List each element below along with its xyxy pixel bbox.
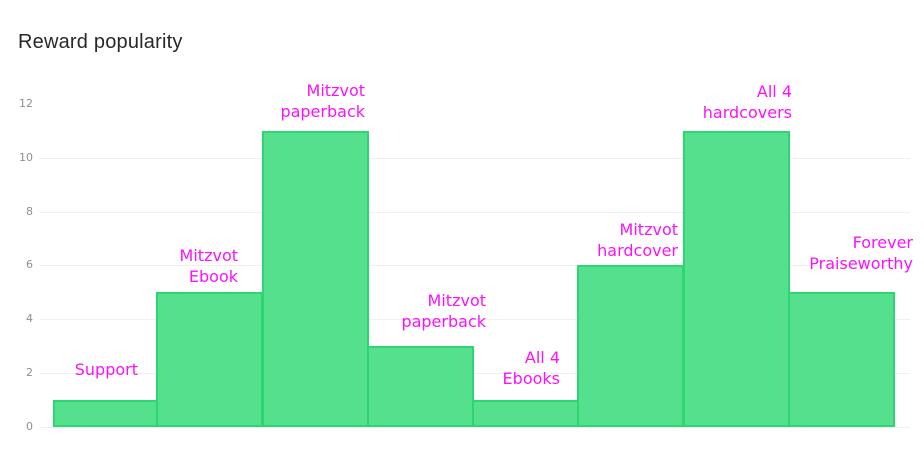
bar-label-line: Forever xyxy=(852,233,913,252)
bar-label-line: All 4 xyxy=(524,348,560,367)
bar-label-line: Mitzvot xyxy=(427,291,486,310)
bar-label-mitzvot-hardcover: Mitzvot hardcover xyxy=(597,219,678,261)
y-axis-tick-12: 12 xyxy=(19,97,33,110)
gridline-y-0 xyxy=(40,427,910,428)
bar-support[interactable] xyxy=(53,400,158,427)
y-axis-tick-0: 0 xyxy=(26,420,33,433)
bar-label-line: Praiseworthy xyxy=(809,254,913,273)
bar-label-line: Support xyxy=(74,360,138,379)
bar-mitzvot-ebook[interactable] xyxy=(156,292,263,427)
bar-label-line: Ebooks xyxy=(502,369,560,388)
y-axis-tick-8: 8 xyxy=(26,205,33,218)
bar-label-line: paperback xyxy=(280,102,365,121)
bar-label-all-4-ebooks: All 4 Ebooks xyxy=(503,347,560,389)
bar-label-mitzvot-ebook: Mitzvot Ebook xyxy=(180,245,238,287)
y-axis-tick-2: 2 xyxy=(26,366,33,379)
chart-title: Reward popularity xyxy=(18,31,183,53)
bar-label-line: Mitzvot xyxy=(179,246,238,265)
bar-all-4-hardcovers[interactable] xyxy=(683,131,790,427)
y-axis-tick-6: 6 xyxy=(26,258,33,271)
bar-mitzvot-paperback[interactable] xyxy=(262,131,369,427)
bar-label-line: Mitzvot xyxy=(619,220,678,239)
bar-label-line: Ebook xyxy=(188,267,238,286)
gridline-y-2 xyxy=(40,373,910,374)
bar-label-line: hardcovers xyxy=(702,103,792,122)
bar-label-line: hardcover xyxy=(597,241,678,260)
bar-label-mitzvot-paperback: Mitzvot paperback xyxy=(280,80,365,122)
gridline-y-4 xyxy=(40,319,910,320)
gridline-y-6 xyxy=(40,265,910,266)
bar-label-all-4-hardcovers: All 4 hardcovers xyxy=(703,81,792,123)
bar-label-mitzvot-paperback: Mitzvot paperback xyxy=(401,290,486,332)
y-axis-tick-4: 4 xyxy=(26,312,33,325)
bar-label-line: paperback xyxy=(401,312,486,331)
y-axis-tick-10: 10 xyxy=(19,151,33,164)
bar-label-line: All 4 xyxy=(756,82,792,101)
gridline-y-10 xyxy=(40,158,910,159)
bar-all-4-ebooks[interactable] xyxy=(472,400,579,427)
bar-mitzvot-paperback[interactable] xyxy=(367,346,474,427)
gridline-y-8 xyxy=(40,212,910,213)
bar-label-support: Support xyxy=(75,359,138,380)
bar-mitzvot-hardcover[interactable] xyxy=(577,265,684,427)
bar-forever-praiseworthy[interactable] xyxy=(788,292,895,427)
bar-label-forever-praiseworthy: Forever Praiseworthy xyxy=(809,232,913,274)
bar-label-line: Mitzvot xyxy=(306,81,365,100)
